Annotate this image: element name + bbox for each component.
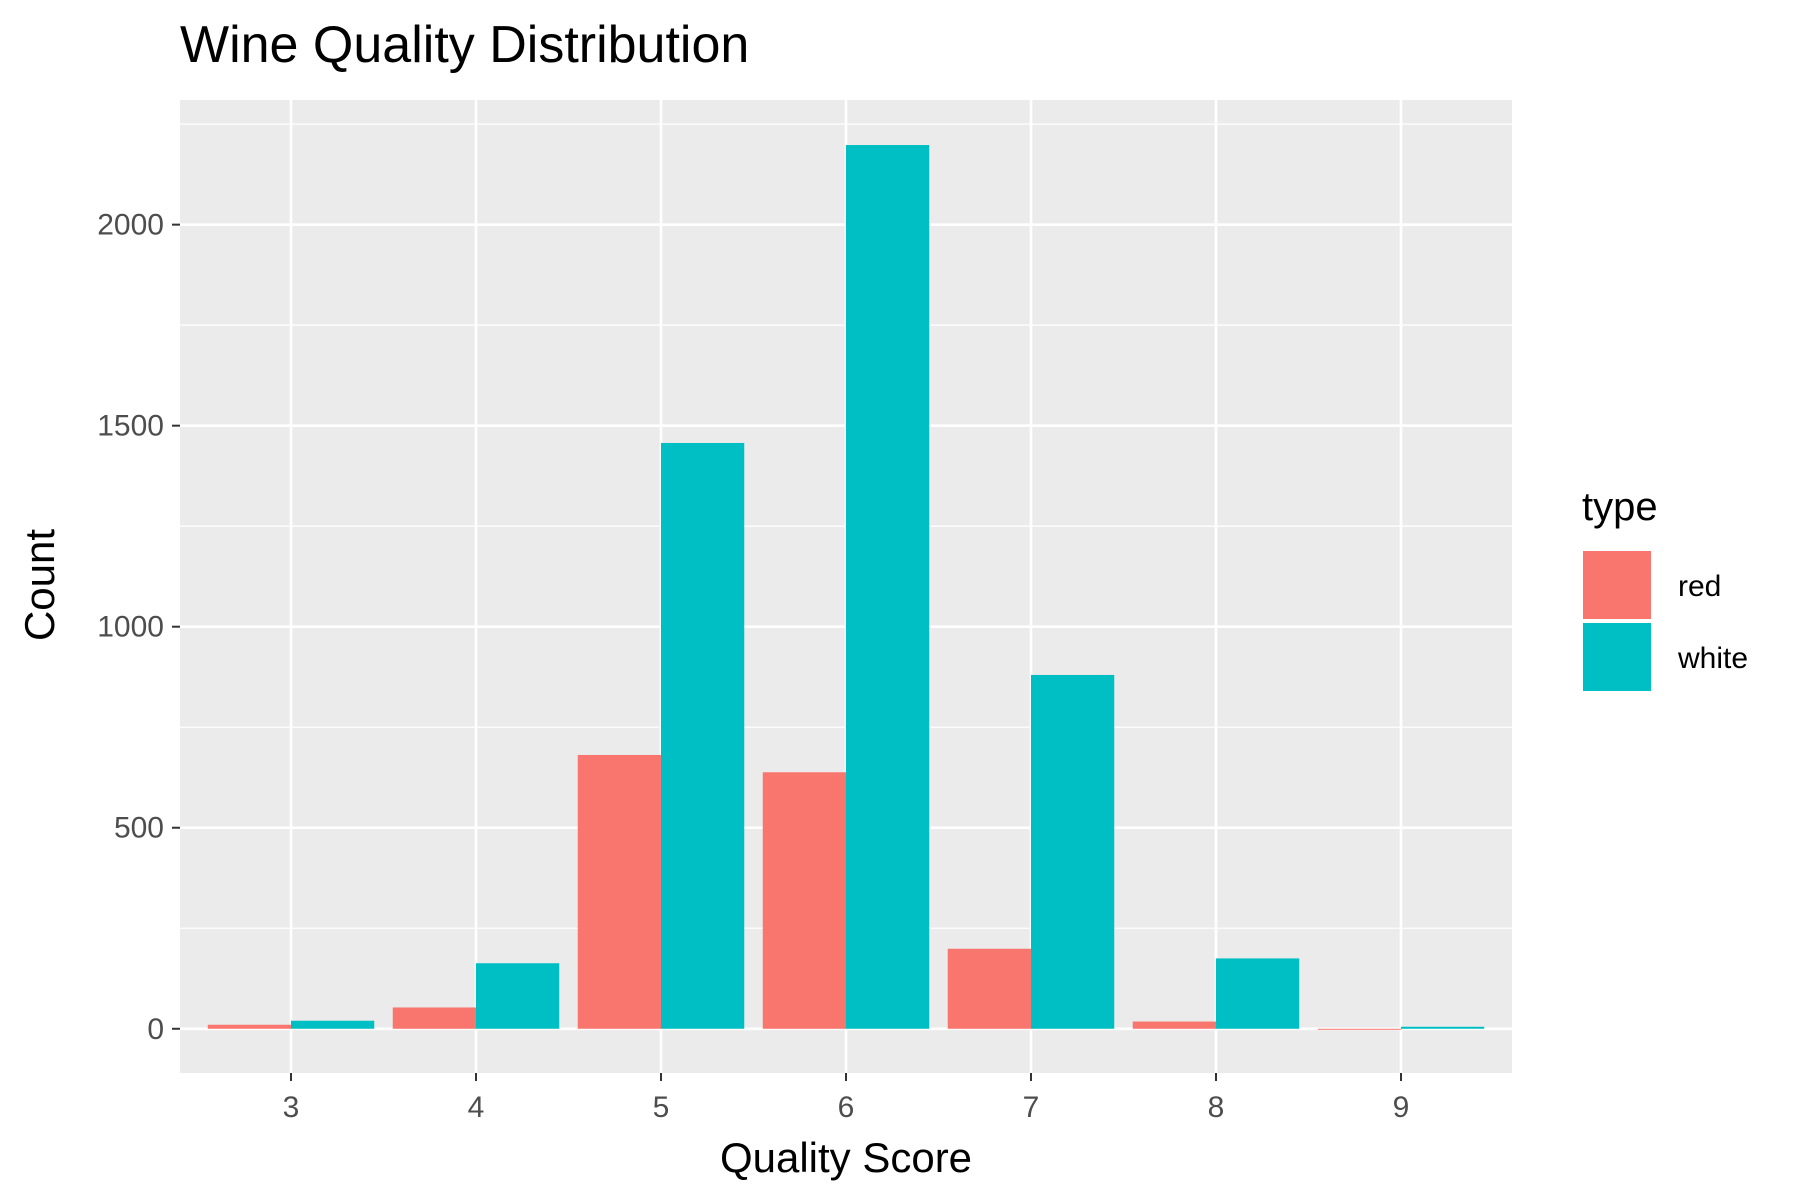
y-tick-label: 0 xyxy=(147,1013,164,1046)
legend-items: red white xyxy=(1581,549,1748,693)
legend-key-red xyxy=(1581,549,1653,621)
bar-red-8 xyxy=(1132,1021,1216,1029)
bar-red-4 xyxy=(392,1007,476,1029)
bar-white-4 xyxy=(476,963,560,1029)
chart-title: Wine Quality Distribution xyxy=(180,16,749,74)
y-tick-label: 1000 xyxy=(97,611,164,644)
x-tick-label: 7 xyxy=(1023,1091,1040,1124)
x-tick-label: 6 xyxy=(838,1091,855,1124)
x-tick-label: 5 xyxy=(653,1091,670,1124)
x-tick-label: 3 xyxy=(283,1091,300,1124)
bar-white-9 xyxy=(1401,1026,1485,1029)
y-tick-label: 1500 xyxy=(97,410,164,443)
y-tick-label: 500 xyxy=(114,812,164,845)
x-axis-title: Quality Score xyxy=(720,1134,972,1181)
legend-label-red: red xyxy=(1678,570,1721,603)
x-tick-label: 8 xyxy=(1208,1091,1225,1124)
bar-white-3 xyxy=(291,1020,375,1029)
legend: type red white xyxy=(1581,485,1748,693)
x-axis-ticks: 3 4 5 6 7 8 9 xyxy=(283,1073,1410,1124)
legend-label-white: white xyxy=(1677,642,1748,675)
bar-red-6 xyxy=(762,772,846,1029)
bar-red-9 xyxy=(1317,1028,1401,1030)
bars xyxy=(207,145,1485,1030)
bar-white-5 xyxy=(661,442,745,1029)
y-axis-ticks: 0 500 1000 1500 2000 xyxy=(97,209,180,1046)
x-tick-label: 4 xyxy=(468,1091,485,1124)
bar-white-8 xyxy=(1216,958,1300,1029)
legend-title: type xyxy=(1582,485,1658,529)
bar-red-5 xyxy=(577,754,661,1029)
y-tick-label: 2000 xyxy=(97,209,164,242)
bar-white-7 xyxy=(1031,674,1115,1029)
bar-white-6 xyxy=(846,145,930,1029)
x-tick-label: 9 xyxy=(1393,1091,1410,1124)
legend-key-white xyxy=(1581,621,1653,693)
bar-red-3 xyxy=(207,1024,291,1029)
bar-red-7 xyxy=(947,948,1031,1029)
y-axis-title: Count xyxy=(16,529,63,641)
